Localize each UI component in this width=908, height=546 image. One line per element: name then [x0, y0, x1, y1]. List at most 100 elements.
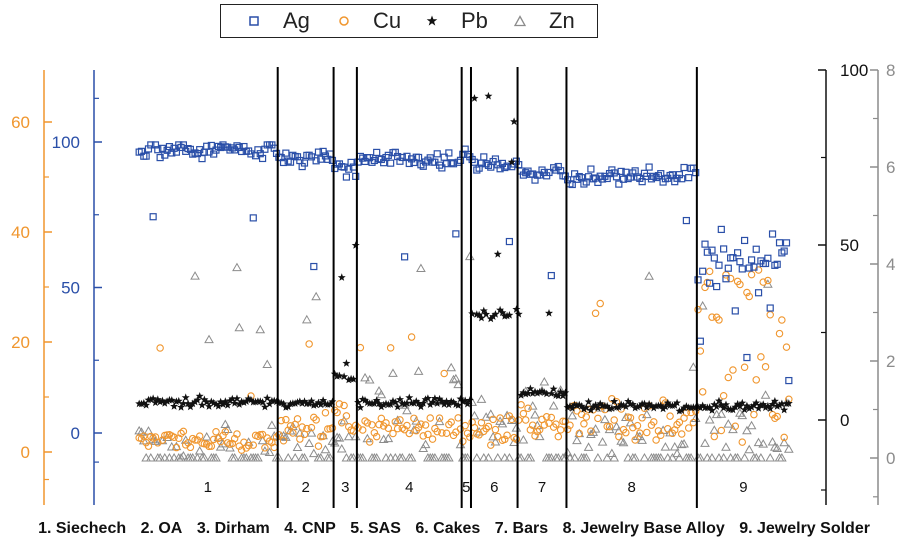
cu-point — [556, 426, 565, 434]
pb-point — [621, 402, 630, 410]
ag-point — [694, 276, 702, 284]
cu-point — [719, 391, 728, 400]
right-axes: 100 50 0 8 6 4 2 0 — [818, 61, 895, 505]
zn-point — [751, 452, 762, 462]
ag-point — [680, 163, 688, 172]
pb-point — [272, 397, 281, 406]
legend-label-pb: Pb — [461, 8, 488, 33]
pb-point — [137, 399, 146, 408]
zn-point — [716, 409, 727, 418]
zn-point — [446, 362, 457, 372]
tick-label-cu: 40 — [11, 223, 30, 242]
ag-point — [300, 159, 309, 167]
zn-point — [262, 359, 273, 369]
cu-point — [212, 428, 220, 436]
zn-point — [565, 452, 575, 462]
zn-point — [332, 432, 342, 442]
zn-point — [688, 362, 699, 371]
ag-point — [382, 153, 390, 162]
ag-point — [158, 144, 167, 152]
cu-point — [372, 432, 381, 441]
pb-point — [454, 401, 463, 409]
ag-point — [619, 175, 628, 183]
zn-point — [471, 452, 482, 462]
ag-point — [380, 159, 388, 167]
pb-point — [521, 389, 530, 398]
ag-point — [387, 159, 395, 167]
ag-point — [394, 152, 402, 161]
pb-point — [186, 402, 195, 411]
pb-point — [349, 375, 358, 383]
cu-point — [526, 426, 535, 434]
zn-point — [190, 271, 200, 280]
pb-point — [435, 394, 444, 403]
cu-point — [386, 344, 395, 352]
ag-point — [503, 162, 511, 170]
pb-point — [486, 314, 495, 323]
cu-point — [258, 430, 267, 439]
pb-point — [160, 399, 169, 407]
pb-point — [682, 402, 691, 410]
group-number-label: 4 — [405, 479, 413, 496]
zn-point — [767, 437, 778, 446]
cu-point — [335, 400, 344, 408]
ag-point — [673, 174, 681, 182]
pb-point — [223, 401, 232, 409]
cu-point — [764, 276, 772, 285]
pb-point — [561, 388, 570, 397]
zn-point — [211, 452, 221, 462]
zn-point — [581, 452, 592, 462]
pb-point — [156, 397, 165, 406]
pb-point — [659, 404, 668, 413]
pb-point — [710, 400, 719, 408]
zn-point — [339, 415, 349, 425]
cu-point — [356, 343, 365, 352]
cu-point — [726, 274, 735, 283]
zn-point — [637, 435, 647, 444]
ag-point — [137, 147, 146, 155]
cu-point — [663, 424, 672, 433]
zn-point — [290, 452, 301, 462]
ag-point — [582, 178, 590, 186]
pb-point — [214, 402, 223, 410]
pb-point — [777, 399, 786, 408]
pb-point — [479, 306, 488, 315]
cu-point — [428, 435, 437, 443]
cu-point — [172, 443, 181, 452]
pb-point — [465, 396, 474, 404]
zn-point — [385, 452, 396, 462]
zn-point — [770, 442, 780, 451]
legend-triangle-icon — [513, 15, 527, 27]
pb-point — [284, 402, 293, 411]
pb-point — [489, 312, 498, 320]
zn-point — [672, 448, 682, 458]
ag-point — [720, 245, 728, 253]
cu-point — [500, 435, 509, 444]
cu-point — [191, 436, 199, 444]
caption-item: 3. Dirham — [196, 520, 270, 537]
ag-point — [752, 245, 760, 253]
cu-point — [249, 441, 258, 449]
pb-point — [512, 305, 521, 313]
pb-point — [200, 395, 209, 404]
zn-point — [704, 414, 715, 424]
ag-point — [172, 148, 181, 156]
ag-point — [342, 173, 351, 181]
cu-point — [773, 412, 781, 421]
cu-point — [279, 436, 288, 445]
ag-point — [782, 239, 791, 247]
tick-label-zn: 6 — [886, 158, 895, 177]
pb-point — [295, 397, 304, 405]
ag-point — [147, 141, 155, 149]
zn-point — [420, 439, 431, 449]
zn-point — [285, 426, 296, 435]
pb-point — [328, 397, 337, 406]
cu-point — [717, 426, 726, 435]
cu-point — [140, 432, 148, 440]
ag-point — [249, 214, 257, 222]
ag-point — [370, 156, 378, 165]
pb-point — [240, 398, 248, 406]
ag-point — [254, 146, 262, 154]
ag-point — [193, 150, 201, 158]
cu-point — [631, 436, 639, 444]
